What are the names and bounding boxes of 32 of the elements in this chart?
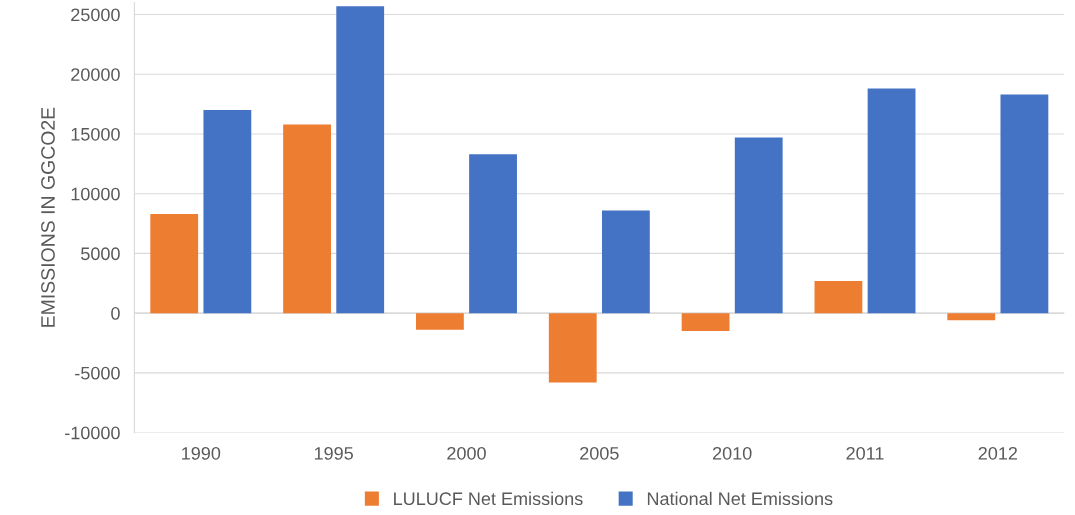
bar — [867, 88, 916, 314]
legend-label: National Net Emissions — [647, 491, 833, 506]
bar — [681, 313, 730, 332]
bar — [150, 214, 199, 314]
y-tick-label: -10000 — [65, 426, 120, 440]
x-tick-label: 2011 — [846, 446, 884, 460]
y-axis-title: EMISSIONS IN GGCO2E — [41, 107, 55, 327]
bar — [601, 210, 650, 314]
y-tick-label: 25000 — [71, 8, 120, 22]
bar — [734, 137, 783, 314]
bar — [469, 154, 517, 314]
x-tick-label: 2010 — [712, 446, 752, 460]
y-tick-label: -5000 — [75, 366, 120, 380]
bar — [548, 313, 597, 383]
bar — [947, 313, 996, 321]
y-tick-label: 10000 — [71, 187, 120, 201]
y-tick-label: 0 — [111, 307, 120, 320]
bar — [203, 110, 252, 314]
bar — [415, 313, 464, 330]
x-tick-label: 2012 — [978, 446, 1018, 460]
x-tick-label: 2000 — [447, 446, 486, 460]
x-tick-label: 1990 — [182, 446, 221, 460]
y-tick-label: 15000 — [71, 127, 120, 141]
y-tick-label: 5000 — [81, 247, 120, 261]
x-tick-label: 1995 — [314, 446, 353, 460]
legend-label: LULUCF Net Emissions — [394, 491, 583, 506]
bar — [1000, 94, 1049, 314]
y-tick-label: 20000 — [71, 68, 120, 81]
bar — [814, 280, 863, 314]
bar — [283, 124, 331, 314]
x-tick-label: 2005 — [580, 446, 619, 460]
bar — [336, 6, 385, 314]
